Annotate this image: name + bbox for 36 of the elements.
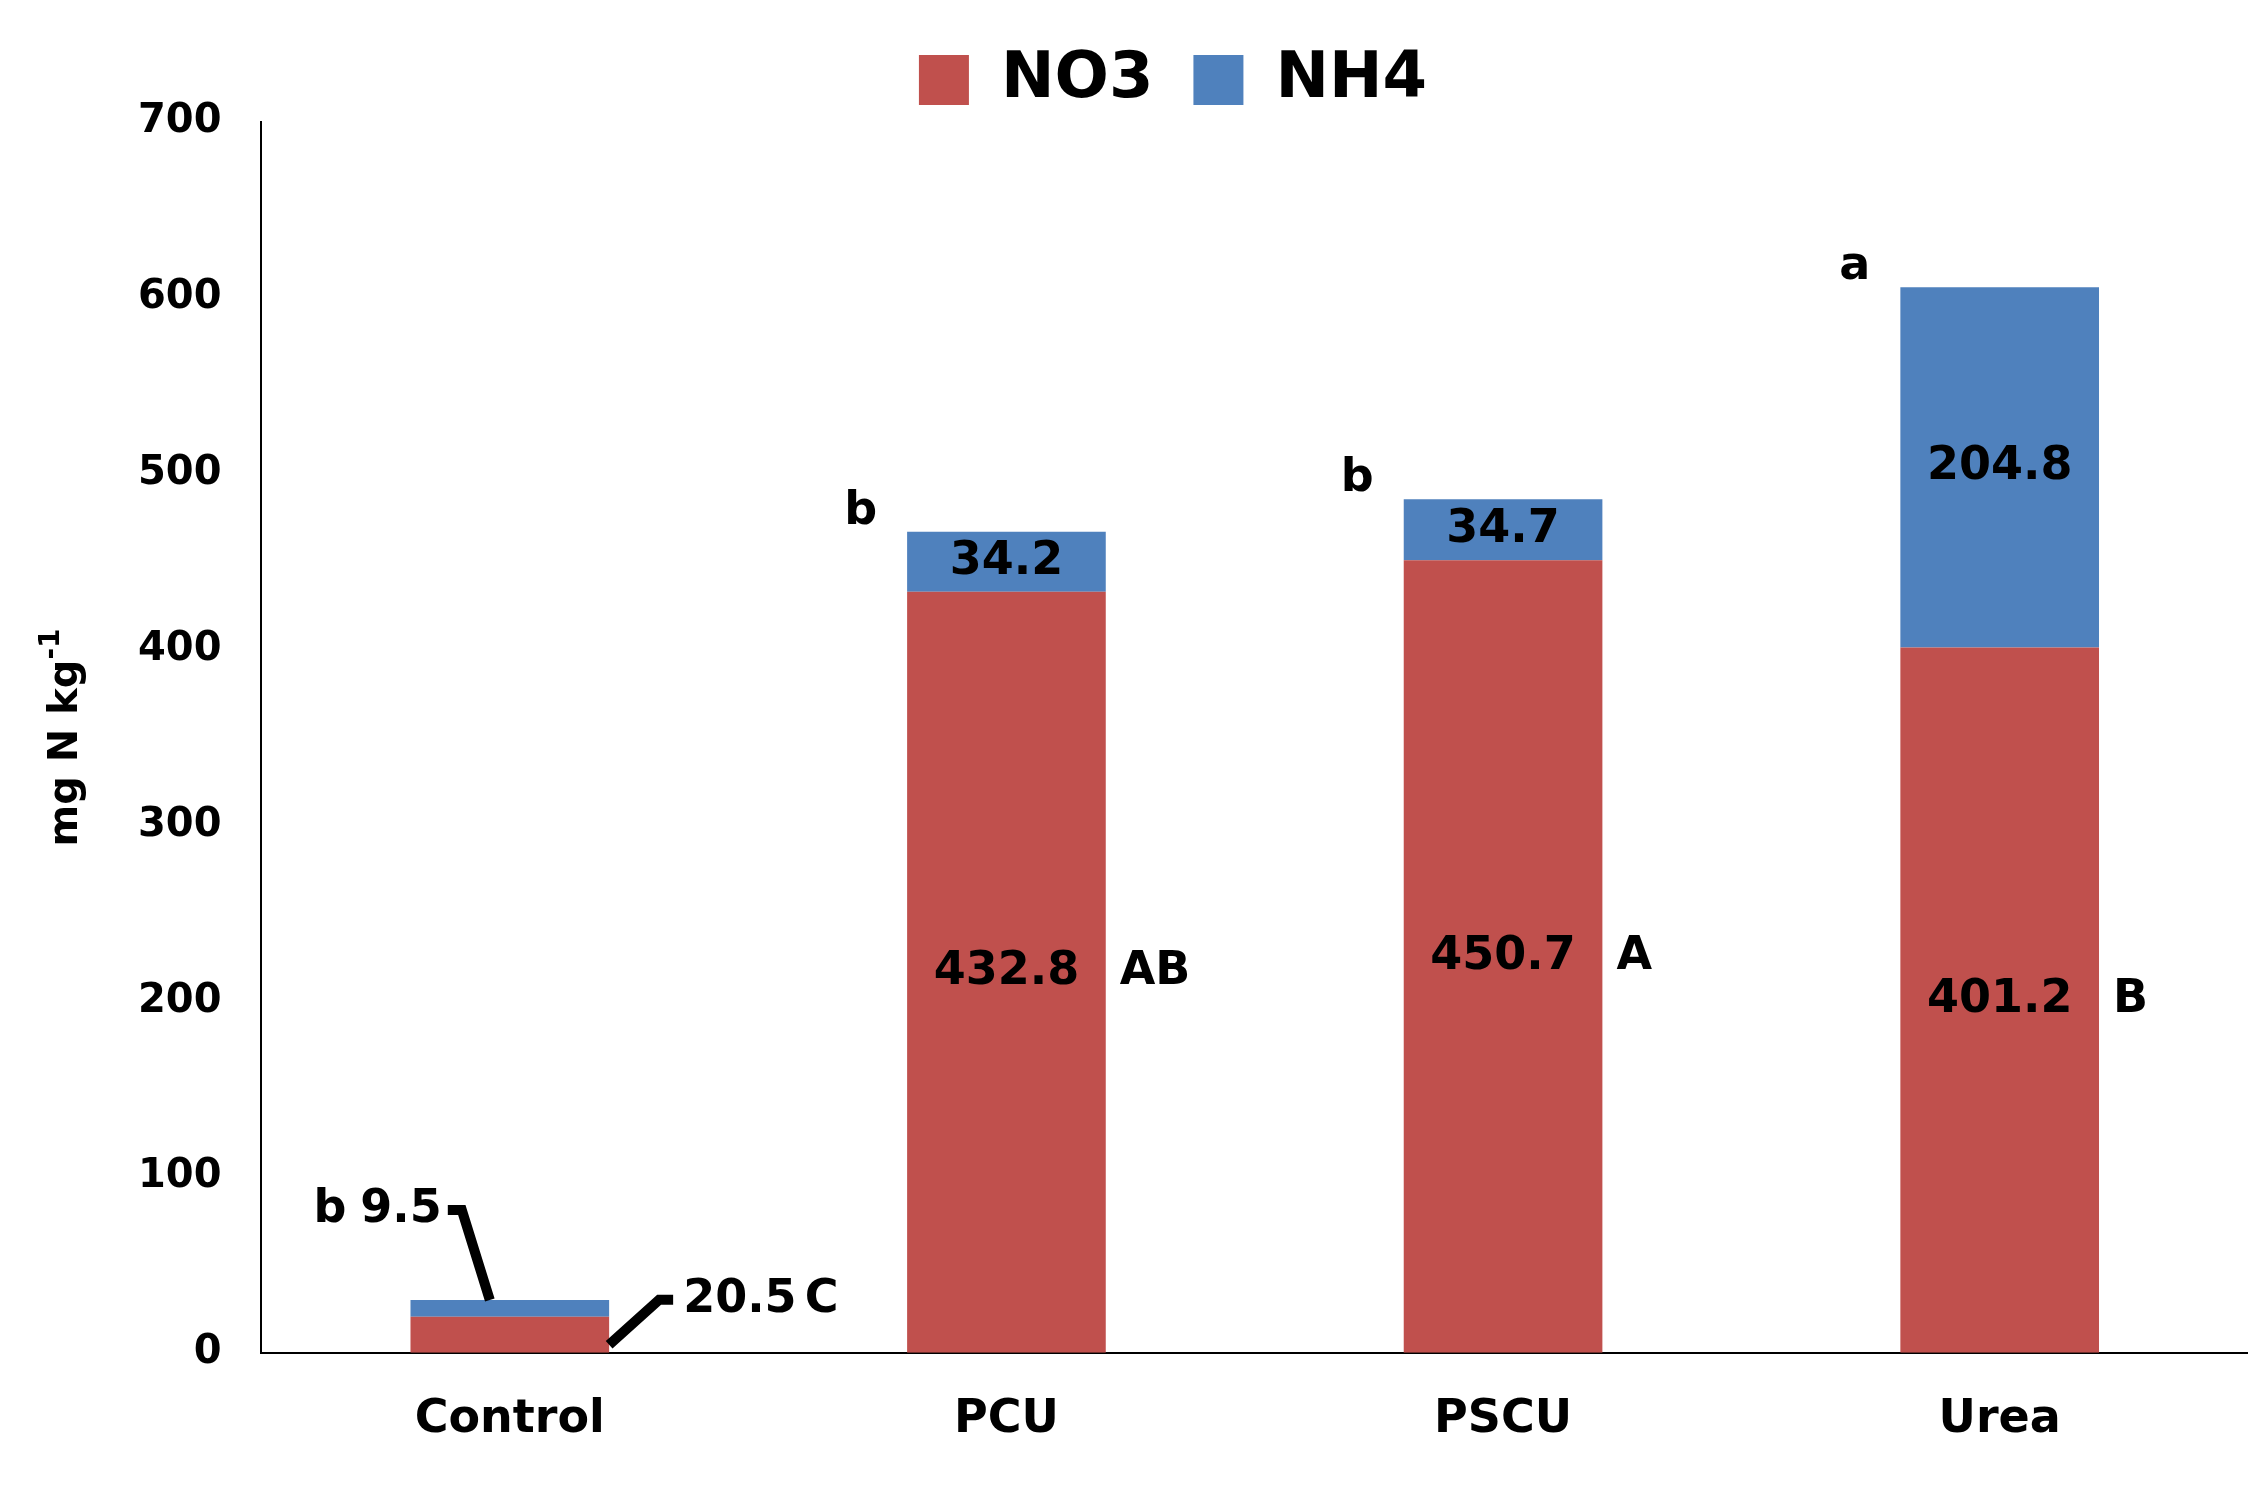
y-tick-label: 500 (138, 447, 222, 494)
data-label: 450.7 (1430, 925, 1576, 980)
annotation: AB (1119, 941, 1191, 996)
bar (1900, 647, 2100, 1353)
annotation: b (1340, 448, 1374, 503)
bar (1900, 287, 2100, 648)
bar (1403, 560, 1603, 1353)
data-label: 9.5 (360, 1179, 442, 1233)
x-tick-label: PCU (954, 1389, 1059, 1444)
x-tick-label: Control (414, 1389, 605, 1444)
y-tick-label: 300 (138, 798, 222, 845)
data-label: 204.8 (1926, 436, 2073, 491)
y-tick-label: 200 (138, 974, 222, 1021)
annotation: B (2113, 969, 2149, 1024)
annotation: A (1616, 925, 1653, 980)
x-tick-label: Urea (1938, 1389, 2061, 1444)
data-label: 432.8 (933, 941, 1080, 996)
annotation: a (1839, 236, 1871, 291)
bar (410, 1300, 610, 1317)
y-tick-label: 600 (138, 271, 222, 318)
y-axis-title: mg N kg-1 (33, 628, 86, 847)
annotation: b (313, 1179, 347, 1233)
y-tick-label: 0 (193, 1326, 222, 1373)
data-label: 34.7 (1446, 498, 1560, 553)
data-label: 401.2 (1926, 969, 2073, 1024)
legend-label: NH4 (1275, 37, 1428, 112)
y-tick-label: 400 (138, 622, 222, 669)
annotation: C (804, 1268, 839, 1323)
y-tick-label: 100 (138, 1150, 222, 1197)
legend-label: NO3 (1000, 37, 1154, 112)
x-tick-label: PSCU (1434, 1389, 1573, 1444)
data-label: 34.2 (949, 530, 1064, 585)
data-label: 20.5 (683, 1268, 797, 1323)
y-tick-label: 700 (138, 95, 222, 142)
annotation: b (844, 480, 878, 535)
bar (907, 591, 1106, 1353)
